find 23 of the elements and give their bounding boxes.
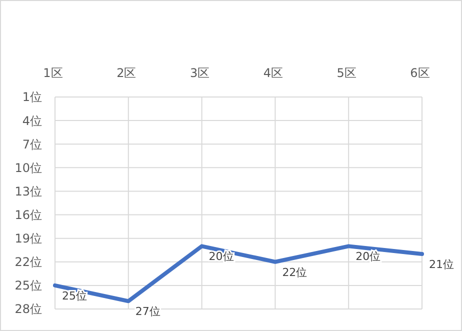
- line-series: [53, 244, 424, 304]
- x-tick-label: 5区: [336, 66, 356, 80]
- data-label: 22位: [282, 266, 308, 279]
- y-tick-label: 10位: [14, 160, 42, 175]
- y-tick-label: 19位: [14, 232, 42, 246]
- y-tick-label: 4位: [22, 114, 42, 128]
- y-tick-label: 25位: [14, 278, 42, 293]
- x-tick-label: 4区: [263, 66, 284, 80]
- y-tick-label: 22位: [14, 255, 42, 270]
- data-label: 27位: [135, 305, 160, 318]
- data-label: 20位: [208, 250, 234, 264]
- y-tick-label: 16位: [14, 208, 42, 222]
- y-tick-label: 1位: [22, 90, 42, 104]
- x-tick-label: 2区: [116, 66, 136, 80]
- data-label: 20位: [356, 250, 381, 264]
- x-tick-label: 3区: [190, 66, 210, 80]
- y-tick-label: 7位: [22, 137, 42, 152]
- y-tick-label: 28位: [14, 302, 42, 316]
- x-tick-label: 6区: [410, 66, 430, 80]
- y-tick-label: 13位: [14, 184, 42, 198]
- data-label: 21位: [429, 258, 454, 272]
- x-tick-label: 1区: [43, 66, 63, 80]
- data-label: 25位: [62, 289, 87, 302]
